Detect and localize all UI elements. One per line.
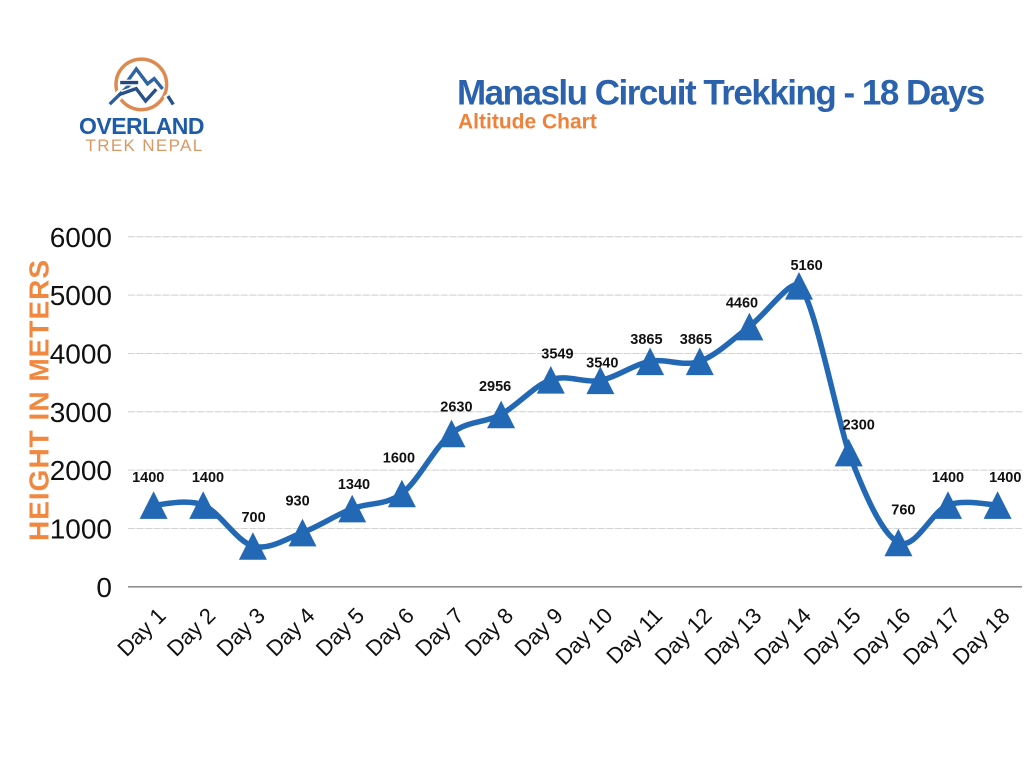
svg-text:3000: 3000	[50, 397, 112, 428]
svg-text:0: 0	[96, 572, 112, 603]
svg-text:5160: 5160	[790, 258, 822, 274]
svg-text:2300: 2300	[843, 418, 875, 434]
svg-text:700: 700	[241, 510, 265, 526]
svg-text:1600: 1600	[383, 451, 415, 467]
svg-text:3549: 3549	[541, 347, 573, 363]
svg-text:1000: 1000	[50, 514, 112, 545]
svg-text:3865: 3865	[680, 332, 712, 348]
svg-text:OVERLAND: OVERLAND	[79, 113, 204, 139]
svg-text:1400: 1400	[192, 470, 224, 486]
svg-text:760: 760	[891, 503, 915, 519]
svg-text:3540: 3540	[586, 356, 618, 372]
svg-text:4460: 4460	[726, 295, 758, 311]
svg-text:2000: 2000	[50, 455, 112, 486]
svg-text:1400: 1400	[132, 470, 164, 486]
svg-text:2630: 2630	[440, 400, 472, 416]
svg-text:TREK NEPAL: TREK NEPAL	[85, 136, 203, 155]
svg-text:4000: 4000	[50, 339, 112, 370]
svg-text:1400: 1400	[932, 470, 964, 486]
svg-text:2956: 2956	[479, 379, 511, 395]
svg-text:6000: 6000	[50, 222, 112, 253]
svg-text:Manaslu Circuit Trekking - 18: Manaslu Circuit Trekking - 18 Days	[457, 74, 985, 113]
svg-text:1400: 1400	[989, 470, 1021, 486]
svg-text:5000: 5000	[50, 280, 112, 311]
svg-text:1340: 1340	[338, 477, 370, 493]
svg-text:HEIGHT IN METERS: HEIGHT IN METERS	[24, 259, 55, 541]
svg-text:930: 930	[285, 494, 309, 510]
svg-text:Altitude Chart: Altitude Chart	[458, 111, 597, 134]
svg-text:3865: 3865	[630, 332, 662, 348]
